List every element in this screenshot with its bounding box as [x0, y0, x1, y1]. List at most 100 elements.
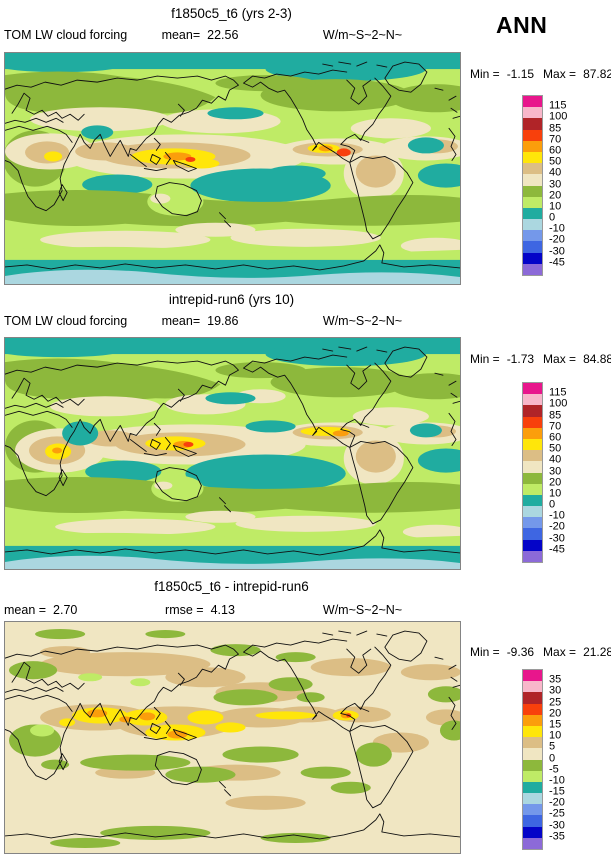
- colorbar-tick-label: -15: [549, 785, 565, 798]
- panel2-mean: mean= 19.86: [161, 314, 239, 328]
- colorbar-segment: [523, 140, 542, 152]
- panel3-units: W/m~S~2~N~: [322, 603, 403, 617]
- colorbar-segment: [523, 550, 542, 562]
- colorbar-segment: [523, 494, 542, 507]
- colorbar-segment: [523, 781, 542, 794]
- colorbar-segment: [523, 151, 542, 164]
- colorbar-segment: [523, 793, 542, 805]
- panel2-colorbar: 115 100 85 70 60 50 40 30 20 10 0 -10 -20 -30 -45: [522, 382, 611, 563]
- colorbar-segment: [523, 703, 542, 715]
- colorbar-segment: [523, 185, 542, 197]
- colorbar-segment: [523, 517, 542, 529]
- colorbar-tick-label: 35: [549, 673, 562, 686]
- colorbar-segment: [523, 826, 542, 838]
- colorbar-segment: [523, 461, 542, 473]
- colorbar-segment: [523, 129, 542, 141]
- colorbar-tick-label: 5: [549, 740, 556, 753]
- colorbar-tick-label: -25: [549, 807, 565, 820]
- colorbar-tick-label: 25: [549, 696, 562, 709]
- panel1-units: W/m~S~2~N~: [322, 28, 403, 42]
- panel2-title: intrepid-run6 (yrs 10): [168, 292, 295, 307]
- colorbar-tick-label: -20: [549, 796, 565, 809]
- panel3-minmax: Min = -9.36 Max = 21.28: [470, 645, 611, 659]
- colorbar-strip: [522, 669, 543, 850]
- colorbar-tick-label: 60: [549, 144, 562, 157]
- colorbar-tick-label: 0: [549, 498, 556, 511]
- colorbar-segment: [523, 241, 542, 253]
- map-case1: [4, 52, 461, 285]
- colorbar-segment: [523, 394, 542, 406]
- colorbar-tick-label: 115: [549, 386, 567, 399]
- colorbar-segment: [523, 670, 542, 682]
- colorbar-tick-label: 0: [549, 752, 556, 764]
- colorbar-tick-label: -10: [549, 222, 565, 235]
- colorbar-tick-label: 100: [549, 397, 568, 410]
- colorbar-segment: [523, 748, 542, 760]
- colorbar-segment: [523, 196, 542, 208]
- map-case2: [4, 337, 461, 570]
- colorbar-segment: [523, 714, 542, 726]
- colorbar-tick-label: 50: [549, 442, 562, 455]
- colorbar-strip: [522, 382, 543, 563]
- colorbar-segment: [523, 539, 542, 551]
- colorbar-tick-label: 10: [549, 487, 562, 500]
- colorbar-segment: [523, 252, 542, 264]
- colorbar-segment: [523, 263, 542, 275]
- colorbar-tick-label: -45: [549, 543, 565, 556]
- colorbar-tick-label: -30: [549, 532, 565, 545]
- colorbar-tick-label: 20: [549, 707, 562, 720]
- colorbar-tick-label: 85: [549, 122, 562, 135]
- colorbar-segment: [523, 219, 542, 231]
- colorbar-tick-label: 20: [549, 476, 562, 489]
- colorbar-tick-label: 85: [549, 409, 562, 422]
- panel1-minmax: Min = -1.15 Max = 87.82: [470, 67, 611, 81]
- panel2-units: W/m~S~2~N~: [322, 314, 403, 328]
- panel1-mean: mean= 22.56: [161, 28, 239, 42]
- colorbar-segment: [523, 804, 542, 816]
- colorbar-tick-label: -20: [549, 233, 565, 246]
- colorbar-segment: [523, 815, 542, 827]
- panel3-colorbar: 35 30 25 20 15 10 5 0 -5 -10 -15 -20 -25 -30 -35: [522, 669, 611, 850]
- colorbar-tick-label: -30: [549, 819, 565, 832]
- colorbar-segment: [523, 725, 542, 738]
- colorbar-segment: [523, 759, 542, 771]
- colorbar-segment: [523, 427, 542, 439]
- colorbar-segment: [523, 405, 542, 417]
- panel3-title: f1850c5_t6 - intrepid-run6: [154, 579, 309, 594]
- colorbar-segment: [523, 450, 542, 462]
- colorbar-segment: [523, 107, 542, 119]
- colorbar-segment: [523, 770, 542, 782]
- colorbar-tick-label: 70: [549, 420, 562, 433]
- colorbar-segment: [523, 506, 542, 518]
- colorbar-segment: [523, 383, 542, 395]
- colorbar-segment: [523, 692, 542, 704]
- colorbar-segment: [523, 416, 542, 428]
- colorbar-tick-label: 30: [549, 684, 562, 697]
- colorbar-tick-label: -10: [549, 509, 565, 522]
- colorbar-segment: [523, 118, 542, 130]
- colorbar-segment: [523, 528, 542, 540]
- colorbar-tick-label: 30: [549, 465, 562, 477]
- map-difference: [4, 621, 461, 854]
- colorbar-tick-label: 115: [549, 99, 567, 112]
- season-label: ANN: [496, 12, 548, 38]
- colorbar-tick-label: 50: [549, 155, 562, 168]
- colorbar-tick-label: 40: [549, 166, 562, 179]
- panel1-colorbar: 115 100 85 70 60 50 40 30 20 10 0 -10 -20 -30 -45: [522, 95, 611, 276]
- colorbar-tick-label: 20: [549, 189, 562, 202]
- colorbar-segment: [523, 163, 542, 175]
- panel2-variable-label: TOM LW cloud forcing: [4, 314, 128, 328]
- colorbar-tick-label: 10: [549, 729, 562, 742]
- colorbar-segment: [523, 472, 542, 484]
- colorbar-tick-label: -5: [549, 763, 559, 776]
- colorbar-tick-label: 15: [549, 718, 562, 731]
- colorbar-tick-label: 30: [549, 178, 562, 190]
- colorbar-tick-label: -35: [549, 830, 565, 843]
- colorbar-strip: [522, 95, 543, 276]
- colorbar-tick-label: -45: [549, 256, 565, 269]
- colorbar-tick-label: 10: [549, 200, 562, 213]
- colorbar-tick-label: 70: [549, 133, 562, 146]
- colorbar-tick-label: -10: [549, 774, 565, 787]
- colorbar-tick-label: 60: [549, 431, 562, 444]
